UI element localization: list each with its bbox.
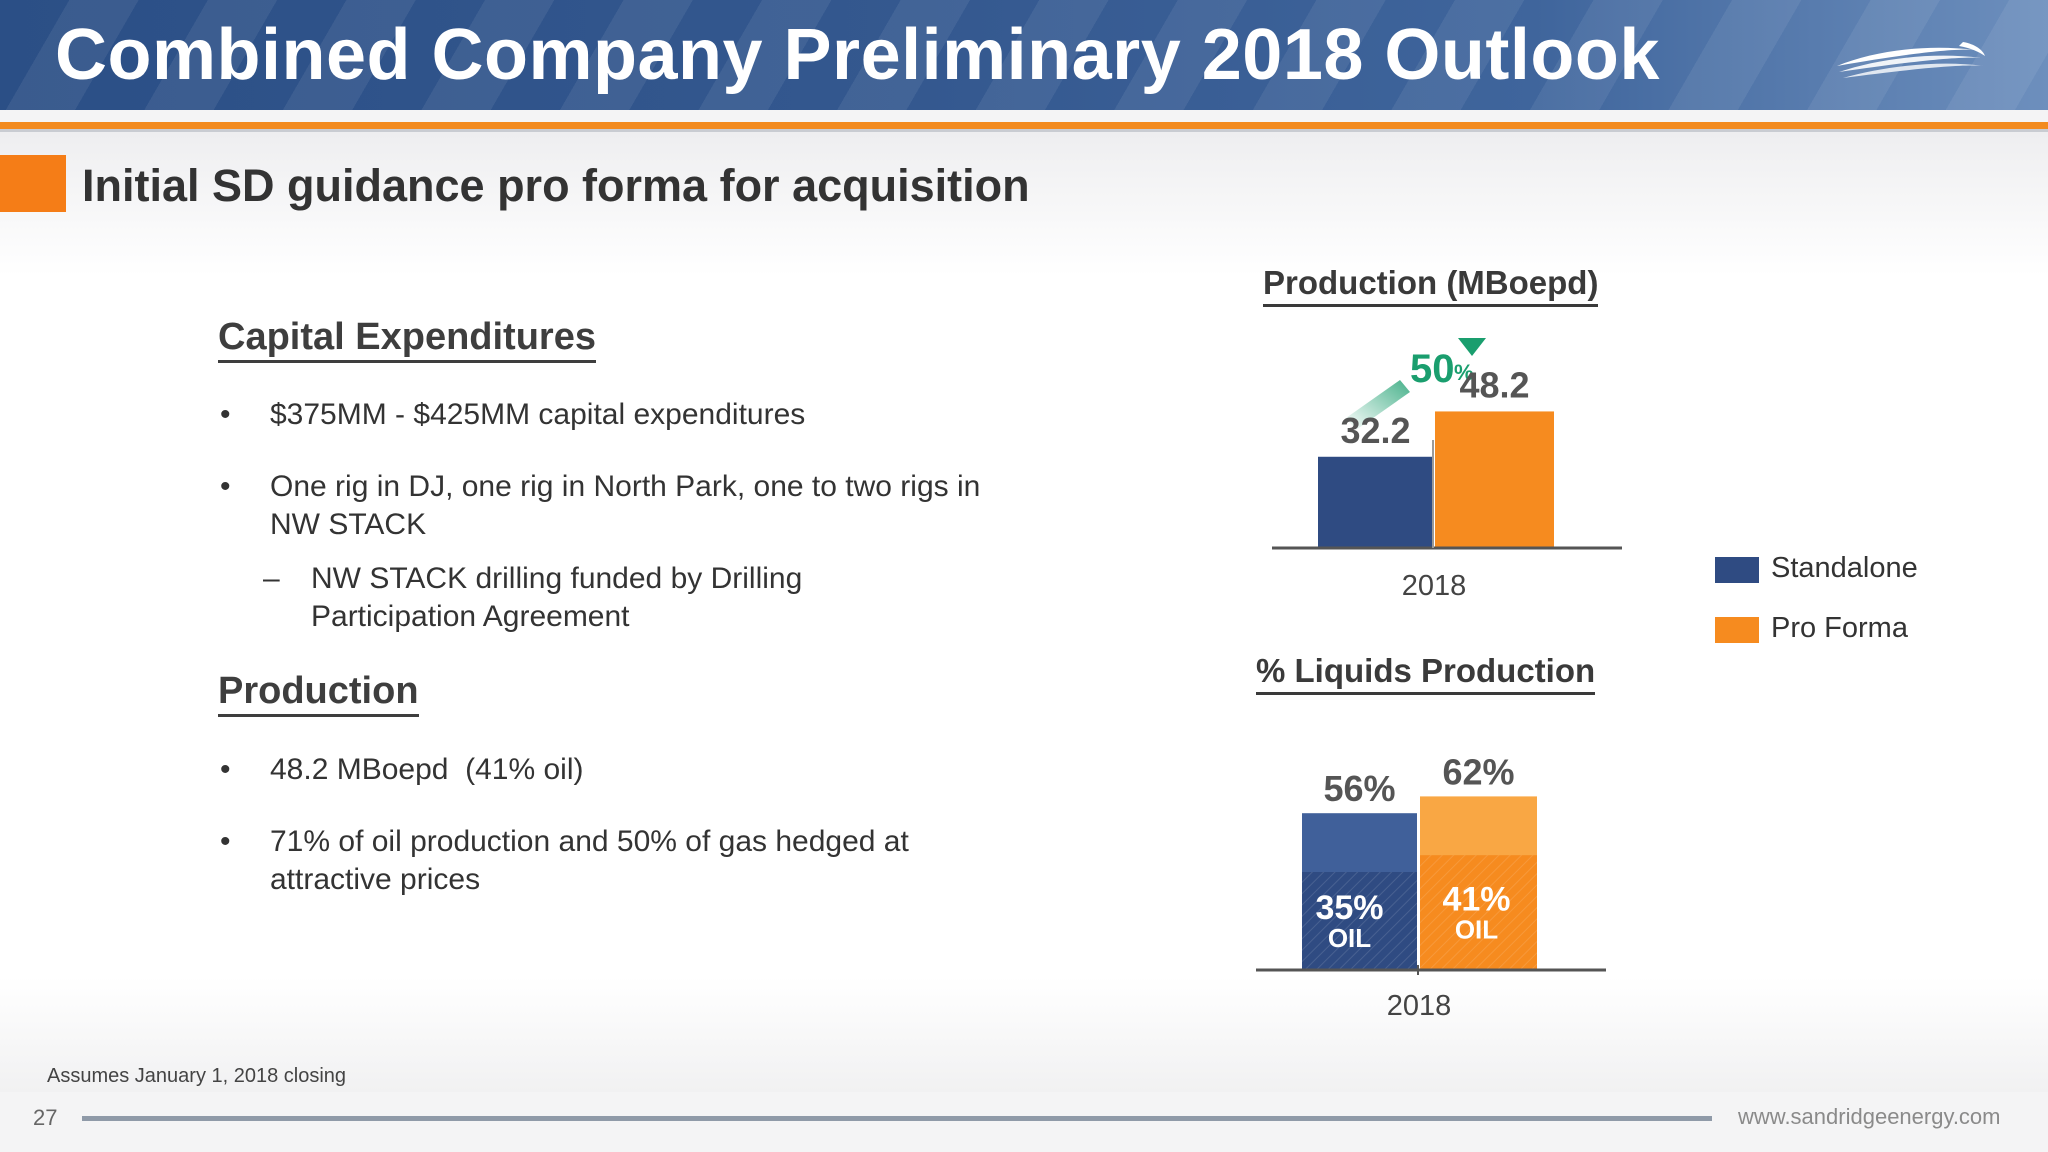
production-bullet: • 48.2 MBoepd (41% oil) xyxy=(220,751,1030,789)
bar-standalone-oil-hatch xyxy=(1302,872,1417,970)
bullet-mark: • xyxy=(220,470,231,503)
x-tick-label: 2018 xyxy=(1387,990,1452,1022)
liquids-chart-title: % Liquids Production xyxy=(1256,652,1596,695)
header-grey-rule xyxy=(0,129,2048,132)
bar-proforma xyxy=(1435,411,1554,548)
bar-proforma-oil-hatch xyxy=(1420,855,1537,970)
footer-rule xyxy=(82,1116,1712,1121)
legend-label-proforma: Pro Forma xyxy=(1771,612,1908,644)
data-label-standalone: 32.2 xyxy=(1340,410,1410,451)
growth-annotation-unit: % xyxy=(1454,360,1474,385)
oil-label-proforma: 41% xyxy=(1442,881,1510,919)
sub-bullet-mark: – xyxy=(263,562,280,595)
header-stripes xyxy=(0,0,2048,110)
legend-swatch-standalone xyxy=(1715,557,1759,583)
x-tick-label: 2018 xyxy=(1402,570,1467,602)
capex-bullet-text: One rig in DJ, one rig in North Park, on… xyxy=(270,470,981,541)
production-bullet-text: 48.2 MBoepd (41% oil) xyxy=(270,753,584,786)
header-orange-rule xyxy=(0,122,2048,129)
slide-body xyxy=(0,132,2048,1092)
oil-word-proforma: OIL xyxy=(1455,915,1498,945)
slide-subtitle: Initial SD guidance pro forma for acquis… xyxy=(82,160,1030,211)
production-chart-title: Production (MBoepd) xyxy=(1263,264,1599,307)
capex-bullet: • One rig in DJ, one rig in North Park, … xyxy=(220,468,1030,544)
header-banner: Combined Company Preliminary 2018 Outloo… xyxy=(0,0,2048,110)
legend-label-standalone: Standalone xyxy=(1771,552,1918,584)
capex-sub-bullet-text: NW STACK drilling funded by Drilling Par… xyxy=(311,562,803,633)
total-label-proforma: 62% xyxy=(1442,751,1514,792)
production-chart: 50 % 32.2 48.2 2018 xyxy=(1272,338,1622,602)
capex-sub-bullet: – NW STACK drilling funded by Drilling P… xyxy=(263,560,871,636)
bullet-mark: • xyxy=(220,753,231,786)
capex-heading: Capital Expenditures xyxy=(218,316,596,363)
liquids-chart: 56% 62% 35% OIL 41% OIL 2018 xyxy=(1256,751,1606,1022)
production-bullet-text: 71% of oil production and 50% of gas hed… xyxy=(270,825,909,896)
capex-bullet-text: $375MM - $425MM capital expenditures xyxy=(270,398,806,431)
production-heading: Production xyxy=(218,670,419,717)
oil-word-standalone: OIL xyxy=(1328,923,1371,953)
subtitle-accent-square xyxy=(0,155,66,212)
legend-swatch-proforma xyxy=(1715,617,1759,643)
company-logo xyxy=(1837,42,1985,78)
production-bullet: • 71% of oil production and 50% of gas h… xyxy=(220,823,1030,899)
bullet-mark: • xyxy=(220,825,231,858)
bar-standalone xyxy=(1318,456,1433,548)
growth-arrow xyxy=(1346,380,1410,430)
growth-arrow-head xyxy=(1458,338,1486,356)
oil-label-standalone: 35% xyxy=(1315,889,1383,927)
page-number: 27 xyxy=(33,1105,58,1130)
bullet-mark: • xyxy=(220,398,231,431)
data-label-proforma: 48.2 xyxy=(1459,364,1529,405)
page-title: Combined Company Preliminary 2018 Outloo… xyxy=(55,15,1660,95)
capex-bullet: • $375MM - $425MM capital expenditures xyxy=(220,396,1030,434)
footnote: Assumes January 1, 2018 closing xyxy=(47,1065,347,1087)
website-link[interactable]: www.sandridgeenergy.com xyxy=(1738,1104,2001,1129)
total-label-standalone: 56% xyxy=(1323,768,1395,809)
growth-annotation-number: 50 xyxy=(1410,347,1455,391)
